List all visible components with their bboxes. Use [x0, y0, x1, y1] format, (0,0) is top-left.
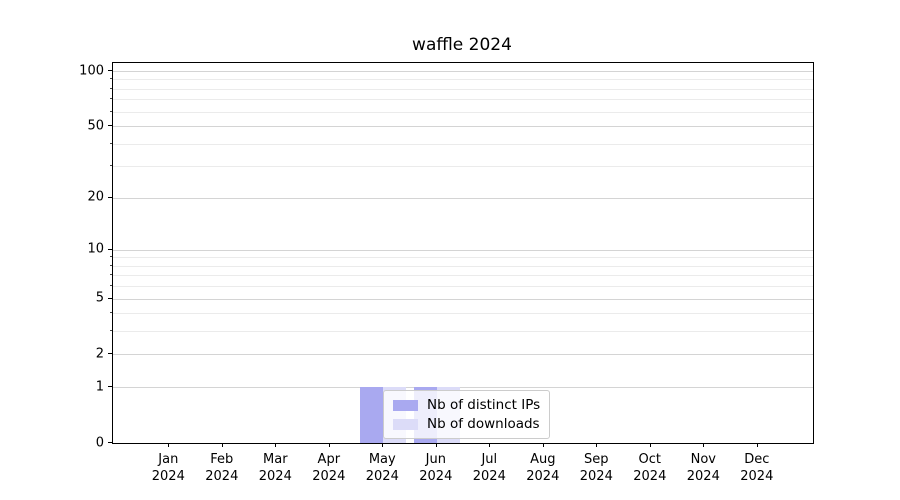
legend-row: Nb of distinct IPs [393, 397, 540, 413]
y-minor-tick-mark [110, 110, 112, 112]
y-tick-mark [108, 248, 112, 250]
x-tick-mark [649, 443, 651, 447]
major-gridline [113, 249, 813, 251]
minor-gridline [113, 111, 813, 113]
x-tick-mark [328, 443, 330, 447]
minor-gridline [113, 88, 813, 90]
major-gridline [113, 71, 813, 73]
y-tick-label: 20 [87, 189, 104, 205]
y-minor-tick-mark [110, 274, 112, 276]
y-minor-tick-mark [110, 285, 112, 287]
y-tick-mark [108, 353, 112, 355]
minor-gridline [113, 331, 813, 333]
legend-row: Nb of downloads [393, 416, 540, 432]
bar-may-distinct-ips [360, 387, 384, 443]
x-tick-mark [703, 443, 705, 447]
minor-gridline [113, 275, 813, 277]
legend-swatch [393, 399, 418, 411]
y-minor-tick-mark [110, 98, 112, 100]
y-minor-tick-mark [110, 142, 112, 144]
x-tick-label: Apr 2024 [312, 452, 346, 484]
x-tick-mark [435, 443, 437, 447]
minor-gridline [113, 313, 813, 315]
chart-title: waffle 2024 [412, 35, 512, 55]
y-tick-label: 5 [95, 290, 104, 306]
x-tick-label: Jul 2024 [472, 452, 506, 484]
minor-gridline [113, 257, 813, 259]
y-tick-label: 0 [95, 435, 104, 450]
y-tick-mark [108, 297, 112, 299]
major-gridline [113, 298, 813, 300]
x-tick-label: Dec 2024 [740, 452, 774, 484]
minor-gridline [113, 286, 813, 288]
y-tick-mark [108, 386, 112, 388]
x-tick-mark [542, 443, 544, 447]
x-tick-mark [756, 443, 758, 447]
y-tick-label: 1 [95, 379, 104, 395]
minor-gridline [113, 79, 813, 81]
y-tick-mark [108, 70, 112, 72]
x-tick-mark [275, 443, 277, 447]
y-tick-label: 2 [95, 346, 104, 362]
y-tick-mark [108, 442, 112, 443]
legend-label: Nb of distinct IPs [427, 397, 541, 413]
y-minor-tick-mark [110, 330, 112, 332]
x-tick-label: Nov 2024 [686, 452, 720, 484]
x-tick-mark [596, 443, 598, 447]
major-gridline [113, 387, 813, 389]
y-tick-label: 50 [87, 118, 104, 134]
x-tick-mark [168, 443, 170, 447]
x-tick-label: Aug 2024 [526, 452, 560, 484]
major-gridline [113, 126, 813, 128]
x-tick-mark [382, 443, 384, 447]
major-gridline [113, 354, 813, 356]
x-tick-label: Mar 2024 [258, 452, 292, 484]
y-tick-mark [108, 196, 112, 198]
y-minor-tick-mark [110, 78, 112, 80]
x-tick-label: Jun 2024 [419, 452, 453, 484]
y-minor-tick-mark [110, 256, 112, 258]
x-tick-label: May 2024 [365, 452, 399, 484]
minor-gridline [113, 99, 813, 101]
y-tick-label: 100 [79, 63, 104, 79]
x-tick-mark [489, 443, 491, 447]
x-tick-mark [221, 443, 223, 447]
x-tick-label: Feb 2024 [205, 452, 239, 484]
y-minor-tick-mark [110, 312, 112, 314]
legend-label: Nb of downloads [427, 416, 540, 432]
plot-area: Nb of distinct IPs Nb of downloads [112, 62, 814, 444]
x-tick-label: Jan 2024 [151, 452, 185, 484]
y-minor-tick-mark [110, 264, 112, 266]
major-gridline [113, 197, 813, 199]
legend: Nb of distinct IPs Nb of downloads [383, 390, 551, 439]
legend-swatch [393, 418, 418, 430]
minor-gridline [113, 166, 813, 168]
y-tick-label: 10 [87, 241, 104, 257]
minor-gridline [113, 143, 813, 145]
y-tick-mark [108, 125, 112, 127]
x-tick-label: Sep 2024 [579, 452, 613, 484]
y-minor-tick-mark [110, 165, 112, 167]
y-minor-tick-mark [110, 87, 112, 89]
minor-gridline [113, 265, 813, 267]
x-tick-label: Oct 2024 [633, 452, 667, 484]
